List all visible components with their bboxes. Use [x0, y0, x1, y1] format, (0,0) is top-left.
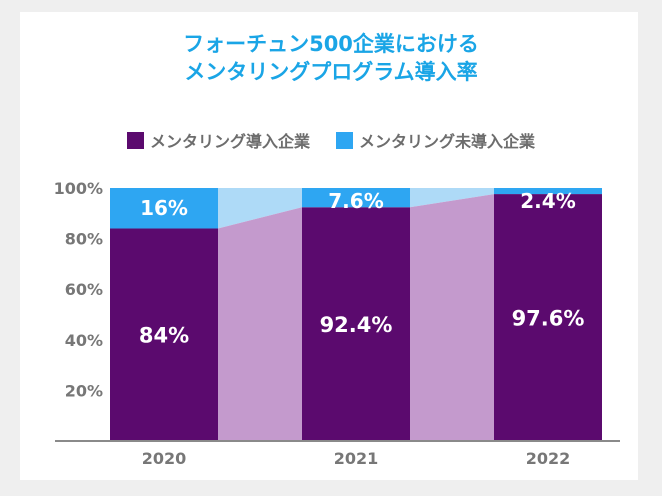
data-label-not-adopted-2021: 7.6% — [328, 189, 383, 213]
bar-not-adopted-2021 — [302, 188, 410, 208]
chart-title-line2: メンタリングプログラム導入率 — [184, 60, 478, 84]
y-tick-label: 40% — [65, 331, 103, 350]
legend-label-adopted: メンタリング導入企業 — [149, 132, 310, 151]
y-tick-label: 100% — [54, 179, 103, 198]
connector-band-not-adopted-1 — [410, 188, 494, 208]
bar-not-adopted-2022 — [494, 188, 602, 195]
bar-adopted-2021 — [302, 207, 410, 441]
legend-swatch-adopted — [126, 131, 144, 149]
y-tick-label: 60% — [65, 280, 103, 299]
connector-band-adopted-1 — [410, 194, 494, 441]
chart-title-line1: フォーチュン500企業における — [183, 32, 479, 56]
legend-item-not-adopted: メンタリング未導入企業 — [336, 128, 535, 152]
connector-band-adopted-0 — [218, 207, 302, 441]
data-label-not-adopted-2022: 2.4% — [520, 189, 575, 213]
data-label-adopted-2020: 84% — [139, 324, 189, 348]
chart-title: フォーチュン500企業における メンタリングプログラム導入率 — [0, 30, 662, 86]
connector-band-not-adopted-0 — [218, 188, 302, 229]
data-label-adopted-2022: 97.6% — [512, 307, 585, 331]
legend: メンタリング導入企業 メンタリング未導入企業 — [0, 128, 662, 152]
x-tick-label-2022: 2022 — [526, 449, 571, 468]
legend-item-adopted: メンタリング導入企業 — [126, 128, 310, 152]
data-label-adopted-2021: 92.4% — [320, 313, 393, 337]
x-tick-label-2021: 2021 — [334, 449, 379, 468]
legend-label-not-adopted: メンタリング未導入企業 — [359, 132, 536, 151]
data-label-not-adopted-2020: 16% — [140, 196, 188, 220]
y-tick-label: 80% — [65, 230, 103, 249]
legend-swatch-not-adopted — [336, 131, 353, 149]
bar-adopted-2022 — [494, 194, 602, 441]
bar-not-adopted-2020 — [110, 188, 218, 229]
x-tick-label-2020: 2020 — [142, 449, 187, 468]
y-tick-label: 20% — [65, 381, 103, 400]
bar-adopted-2020 — [110, 228, 218, 441]
